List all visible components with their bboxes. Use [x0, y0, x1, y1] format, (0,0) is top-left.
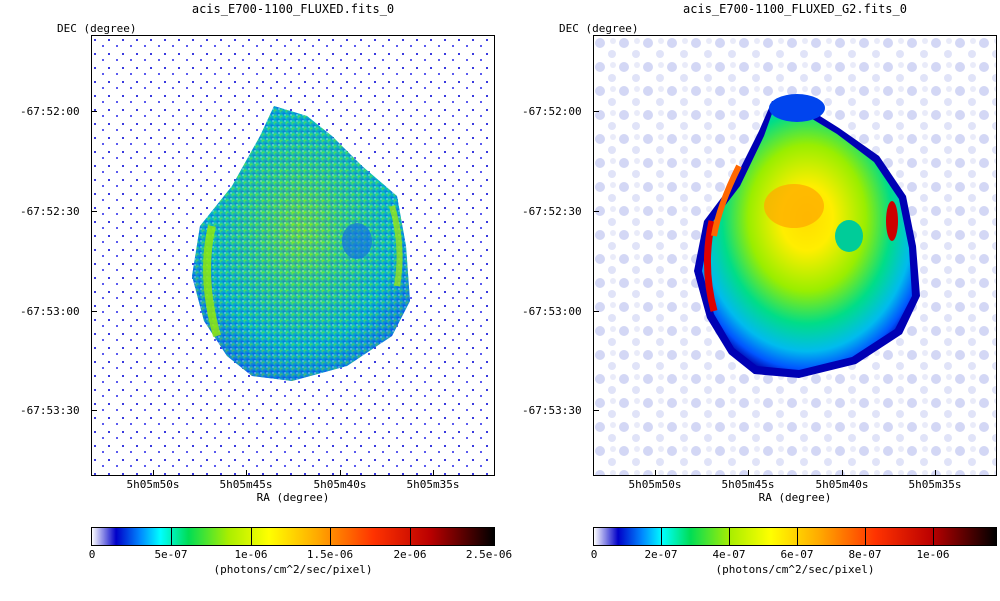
right-x-tick-mark [748, 470, 749, 476]
left-x-tick-mark [246, 470, 247, 476]
right-colorbar-tick [729, 527, 730, 546]
left-x-axis-label: RA (degree) [256, 491, 330, 504]
left-y-tick-mark [91, 311, 97, 312]
left-colorbar-tick-label: 0 [88, 548, 96, 561]
right-colorbar-tick [933, 527, 934, 546]
right-colorbar-tick-label: 6e-07 [780, 548, 814, 561]
left-x-tick-mark [153, 470, 154, 476]
right-colorbar-tick [865, 527, 866, 546]
right-x-tick-label: 5h05m45s [721, 478, 775, 491]
left-image-frame[interactable] [91, 35, 495, 476]
left-x-tick-mark [433, 470, 434, 476]
left-colorbar-tick [330, 527, 331, 546]
right-y-tick-label: -67:52:00 [522, 105, 582, 118]
right-colorbar-tick [797, 527, 798, 546]
right-colorbar [593, 527, 997, 546]
left-colorbar-units-label: (photons/cm^2/sec/pixel) [213, 563, 373, 576]
left-y-tick-mark [91, 111, 97, 112]
left-colorbar-tick-label: 2.5e-06 [465, 548, 513, 561]
right-smoothed-image [594, 36, 996, 475]
right-colorbar-units-label: (photons/cm^2/sec/pixel) [715, 563, 875, 576]
right-x-tick-mark [842, 470, 843, 476]
left-x-tick-label: 5h05m50s [126, 478, 180, 491]
left-y-tick-mark [91, 211, 97, 212]
left-y-tick-label: -67:53:00 [20, 305, 80, 318]
left-y-axis-label: DEC (degree) [57, 22, 137, 35]
right-y-axis-label: DEC (degree) [559, 22, 639, 35]
right-colorbar-tick [661, 527, 662, 546]
left-colorbar-tick [410, 527, 411, 546]
right-y-tick-label: -67:53:00 [522, 305, 582, 318]
right-image-frame[interactable] [593, 35, 997, 476]
right-y-tick-label: -67:53:30 [522, 404, 582, 417]
left-colorbar-tick-label: 1e-06 [234, 548, 268, 561]
left-colorbar-tick-label: 2e-06 [393, 548, 427, 561]
right-x-tick-mark [655, 470, 656, 476]
right-colorbar-tick-label: 8e-07 [848, 548, 882, 561]
right-y-tick-mark [593, 211, 599, 212]
right-colorbar-tick-label: 2e-07 [644, 548, 678, 561]
right-x-tick-label: 5h05m40s [815, 478, 869, 491]
right-x-axis-label: RA (degree) [758, 491, 832, 504]
right-colorbar-tick-label: 0 [590, 548, 598, 561]
right-colorbar-tick-label: 4e-07 [712, 548, 746, 561]
left-x-tick-label: 5h05m35s [406, 478, 460, 491]
right-x-tick-mark [935, 470, 936, 476]
right-image-title: acis_E700-1100_FLUXED_G2.fits_0 [683, 2, 907, 16]
left-colorbar [91, 527, 495, 546]
left-x-tick-label: 5h05m40s [313, 478, 367, 491]
left-x-tick-mark [340, 470, 341, 476]
left-raw-image [92, 36, 494, 475]
left-y-tick-label: -67:53:30 [20, 404, 80, 417]
left-colorbar-tick [251, 527, 252, 546]
left-y-tick-mark [91, 410, 97, 411]
right-x-tick-label: 5h05m35s [908, 478, 962, 491]
right-y-tick-mark [593, 111, 599, 112]
left-colorbar-tick-label: 1.5e-06 [306, 548, 354, 561]
left-y-tick-label: -67:52:30 [20, 205, 80, 218]
left-x-tick-label: 5h05m45s [219, 478, 273, 491]
right-colorbar-tick-label: 1e-06 [916, 548, 950, 561]
right-y-tick-mark [593, 410, 599, 411]
right-x-tick-label: 5h05m50s [628, 478, 682, 491]
left-image-title: acis_E700-1100_FLUXED.fits_0 [191, 2, 395, 16]
left-y-tick-label: -67:52:00 [20, 105, 80, 118]
left-colorbar-tick [171, 527, 172, 546]
right-y-tick-label: -67:52:30 [522, 205, 582, 218]
right-y-tick-mark [593, 311, 599, 312]
left-colorbar-tick-label: 5e-07 [154, 548, 188, 561]
